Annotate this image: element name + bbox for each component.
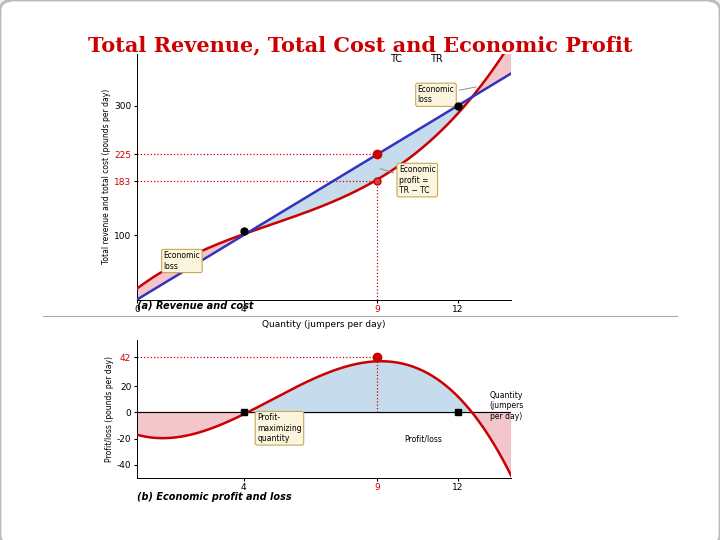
Text: (b) Economic profit and loss: (b) Economic profit and loss <box>137 491 292 502</box>
Text: TC: TC <box>390 54 402 64</box>
Text: Profit-
maximizing
quantity: Profit- maximizing quantity <box>257 414 302 443</box>
Text: Economic
profit =
TR − TC: Economic profit = TR − TC <box>380 165 436 195</box>
Text: Economic
loss: Economic loss <box>418 85 477 105</box>
Text: Quantity
(jumpers
per day): Quantity (jumpers per day) <box>490 391 524 421</box>
X-axis label: Quantity (jumpers per day): Quantity (jumpers per day) <box>262 320 386 329</box>
Text: TR: TR <box>430 54 443 64</box>
Text: Profit/loss: Profit/loss <box>404 434 442 443</box>
Text: (a) Revenue and cost: (a) Revenue and cost <box>137 301 253 311</box>
Y-axis label: Total revenue and total cost (pounds per day): Total revenue and total cost (pounds per… <box>102 89 111 265</box>
Text: Economic
loss: Economic loss <box>163 251 200 271</box>
Text: Total Revenue, Total Cost and Economic Profit: Total Revenue, Total Cost and Economic P… <box>88 35 632 55</box>
Y-axis label: Profit/loss (pounds per day): Profit/loss (pounds per day) <box>105 356 114 462</box>
